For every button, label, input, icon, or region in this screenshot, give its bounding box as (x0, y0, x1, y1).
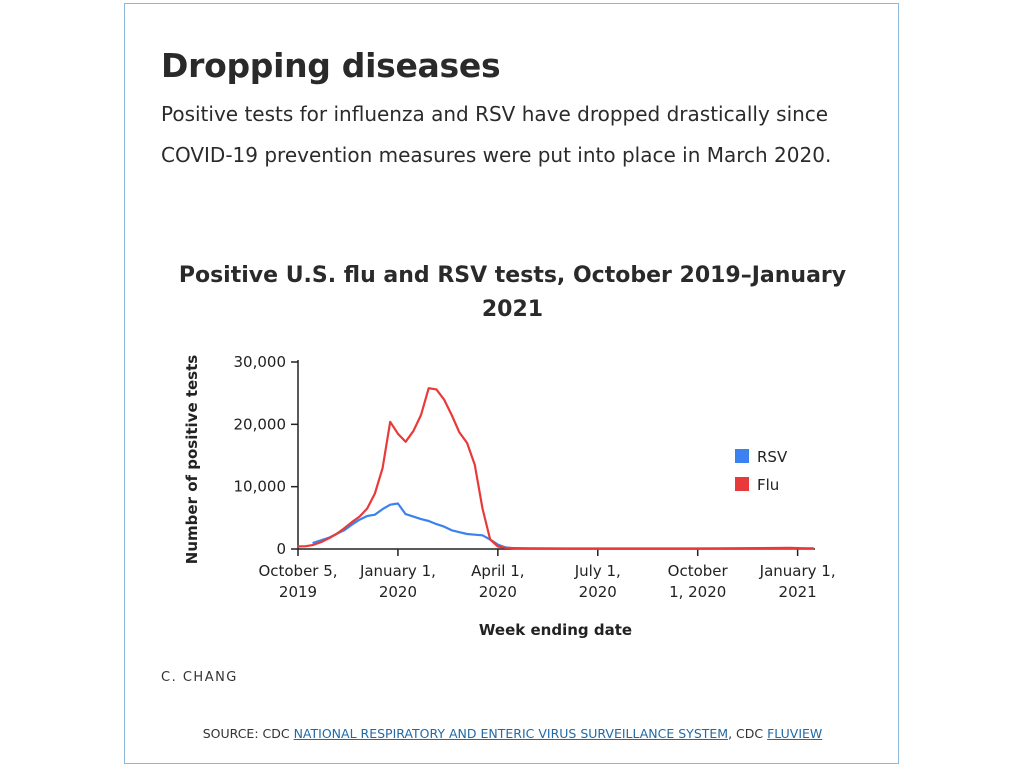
source-prefix: SOURCE: CDC (202, 726, 294, 741)
legend-label-flu: Flu (757, 476, 779, 494)
x-axis-title: Week ending date (479, 621, 632, 639)
chart-title: Positive U.S. flu and RSV tests, October… (178, 263, 847, 322)
legend-swatch-flu (735, 477, 749, 491)
x-tick-label: 1, 2020 (669, 583, 726, 601)
x-tick-label: 2019 (279, 583, 317, 601)
x-tick-label: July 1, (574, 562, 621, 580)
source-link-nrevss[interactable]: NATIONAL RESPIRATORY AND ENTERIC VIRUS S… (293, 726, 729, 741)
y-axis-title: Number of positive tests (183, 355, 201, 564)
article-title: Dropping diseases (161, 46, 501, 85)
legend-label-rsv: RSV (757, 448, 788, 466)
x-tick-label: 2021 (779, 583, 817, 601)
y-tick-label: 30,000 (234, 353, 287, 371)
x-tick-label: January 1, (759, 562, 836, 580)
y-tick-label: 0 (276, 540, 286, 558)
line-chart: 0 10,000 20,000 30,000 October 5, 2019 January… (183, 353, 836, 639)
series-line-rsv (312, 502, 815, 550)
x-tick-label: January 1, (359, 562, 436, 580)
legend-swatch-rsv (735, 449, 749, 463)
x-tick-label: 2020 (479, 583, 517, 601)
article-card: Dropping diseases Positive tests for inf… (124, 3, 899, 764)
series-line-flu (296, 387, 815, 550)
x-tick-label: October 5, (258, 562, 337, 580)
source-line: SOURCE: CDC NATIONAL RESPIRATORY AND ENT… (125, 726, 900, 741)
x-tick-label: 2020 (379, 583, 417, 601)
source-link-fluview[interactable]: FLUVIEW (767, 726, 823, 741)
article-description: Positive tests for influenza and RSV hav… (161, 102, 832, 167)
x-tick-label: October (668, 562, 729, 580)
graphic-credit: C. CHANG (161, 670, 238, 685)
y-tick-label: 10,000 (234, 478, 287, 496)
y-tick-label: 20,000 (234, 415, 287, 433)
x-tick-label: 2020 (579, 583, 617, 601)
x-tick-label: April 1, (471, 562, 524, 580)
source-middle: , CDC (728, 726, 768, 741)
